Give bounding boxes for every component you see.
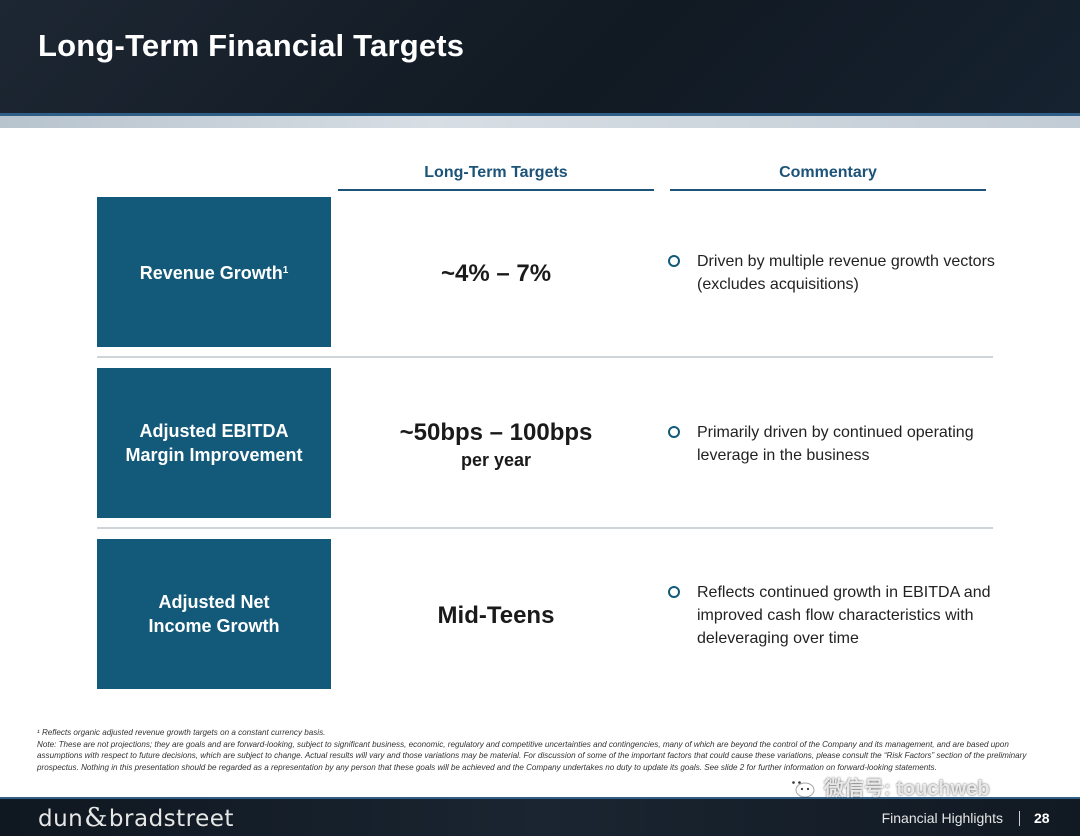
- footnote-marker: 1: [282, 265, 289, 276]
- metric-label-line-1: Adjusted EBITDA: [139, 421, 289, 441]
- column-header-targets: Long-Term Targets: [338, 164, 654, 191]
- footer-section-label: Financial Highlights: [881, 810, 1003, 826]
- metric-label: Revenue Growth1: [139, 263, 289, 283]
- column-header-commentary: Commentary: [670, 164, 986, 191]
- bullet-circle-icon: [668, 255, 680, 267]
- slide-footer: dun&bradstreet Financial Highlights 28: [0, 797, 1080, 836]
- footnote-note: Note: These are not projections; they ar…: [37, 739, 1027, 772]
- slide-title: Long-Term Financial Targets: [38, 28, 465, 63]
- watermark-text: 微信号: touchweb: [824, 778, 990, 800]
- row-separator: [97, 356, 993, 358]
- footnotes: ¹ Reflects organic adjusted revenue grow…: [37, 727, 1052, 773]
- bullet-circle-icon: [668, 586, 680, 598]
- wechat-watermark: 微信号: touchweb: [786, 772, 990, 801]
- commentary-text: Reflects continued growth in EBITDA and …: [697, 584, 991, 647]
- target-adjusted-net-income: Mid-Teens: [338, 601, 654, 631]
- header-band: [0, 116, 1080, 128]
- commentary-text: Primarily driven by continued operating …: [697, 424, 974, 464]
- metric-box-adjusted-ebitda: Adjusted EBITDA Margin Improvement: [97, 368, 331, 518]
- metric-label-line-2: Income Growth: [148, 616, 280, 636]
- commentary-adjusted-ebitda: Primarily driven by continued operating …: [668, 421, 998, 467]
- dun-bradstreet-logo: dun&bradstreet: [38, 803, 234, 833]
- target-adjusted-ebitda: ~50bps – 100bps per year: [338, 418, 654, 472]
- target-value: ~4% – 7%: [440, 260, 552, 287]
- commentary-revenue-growth: Driven by multiple revenue growth vector…: [668, 250, 998, 296]
- metric-box-adjusted-net-income: Adjusted Net Income Growth: [97, 539, 331, 689]
- target-value: Mid-Teens: [437, 602, 555, 629]
- page-number: 28: [1034, 810, 1050, 826]
- commentary-adjusted-net-income: Reflects continued growth in EBITDA and …: [668, 581, 998, 650]
- bullet-circle-icon: [668, 426, 680, 438]
- wechat-icon: [786, 774, 816, 800]
- footnote-1: ¹ Reflects organic adjusted revenue grow…: [37, 728, 326, 737]
- metric-label-line-2: Margin Improvement: [125, 445, 303, 465]
- footer-divider: [1019, 811, 1020, 826]
- commentary-text: Driven by multiple revenue growth vector…: [697, 253, 995, 293]
- slide-header: Long-Term Financial Targets: [0, 0, 1080, 116]
- target-value: ~50bps – 100bps: [399, 419, 593, 446]
- target-revenue-growth: ~4% – 7%: [338, 259, 654, 289]
- row-separator: [97, 527, 993, 529]
- target-subtext: per year: [460, 450, 532, 470]
- metric-box-revenue-growth: Revenue Growth1: [97, 197, 331, 347]
- metric-label-line-1: Adjusted Net: [158, 592, 270, 612]
